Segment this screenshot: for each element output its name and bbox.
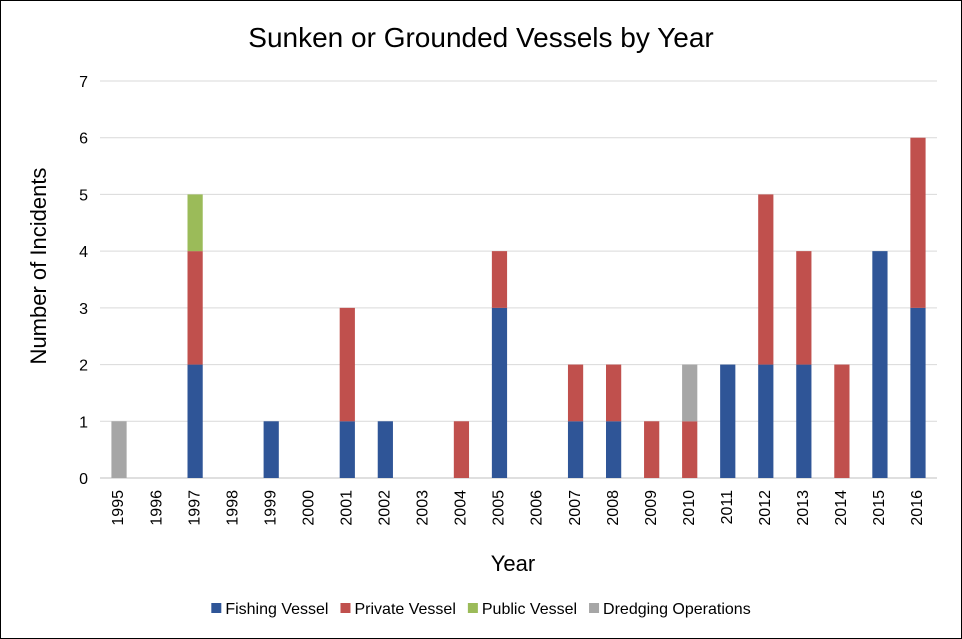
chart-title: Sunken or Grounded Vessels by Year xyxy=(248,22,713,53)
y-tick-label: 4 xyxy=(79,244,88,261)
legend-item: Fishing Vessel xyxy=(211,601,328,618)
bar-segment xyxy=(339,421,355,478)
bar-segment xyxy=(682,364,698,422)
bar-segment xyxy=(187,194,203,252)
bar-segment xyxy=(910,307,926,478)
legend-swatch xyxy=(589,603,600,613)
bar-segment xyxy=(263,421,279,478)
bar-segment xyxy=(834,364,850,478)
bar-segment xyxy=(606,421,622,478)
x-tick-label: 2000 xyxy=(300,490,317,526)
bar-segment xyxy=(453,421,470,478)
x-tick-label: 2011 xyxy=(719,490,736,525)
x-tick-label: 2012 xyxy=(757,490,774,526)
x-tick-label: 2002 xyxy=(377,490,394,526)
bar-segment xyxy=(644,421,660,478)
bar-segment xyxy=(567,364,584,422)
x-axis-title: Year xyxy=(491,551,535,576)
x-tick-labels: 1995 1996 1997 1998 1999 2000 2001 2002 2003 2004… xyxy=(110,490,926,526)
x-tick-label: 2007 xyxy=(567,490,584,526)
bar-segment xyxy=(377,421,393,478)
y-tick-label: 5 xyxy=(79,187,88,204)
x-tick-label: 2016 xyxy=(909,490,926,526)
bar-segment xyxy=(187,364,203,478)
legend-item: Public Vessel xyxy=(467,601,577,618)
x-tick-label: 2015 xyxy=(871,490,888,526)
x-tick-label: 1997 xyxy=(186,490,203,526)
bar-segment xyxy=(491,307,508,478)
bar-segment xyxy=(111,421,127,478)
legend-label: Private Vessel xyxy=(354,601,455,618)
legend-swatch xyxy=(340,603,351,613)
x-tick-label: 1999 xyxy=(262,490,279,526)
y-tick-labels: 0 1 2 3 4 5 6 7 xyxy=(79,74,88,488)
legend-label: Fishing Vessel xyxy=(225,601,328,618)
x-tick-label: 1995 xyxy=(110,490,127,526)
x-tick-label: 2008 xyxy=(605,490,622,526)
x-tick-label: 2010 xyxy=(681,490,698,526)
bar-segment xyxy=(796,251,812,365)
legend-item: Private Vessel xyxy=(340,601,456,618)
bar-segment xyxy=(872,251,888,478)
bar-segment xyxy=(339,307,355,422)
legend-label: Public Vessel xyxy=(482,601,577,618)
x-tick-label: 2005 xyxy=(491,490,508,526)
bar-segment xyxy=(187,251,203,365)
x-tick-label: 2004 xyxy=(453,490,470,526)
y-tick-label: 7 xyxy=(79,74,88,91)
x-tick-label: 2009 xyxy=(643,490,660,526)
bar-segment xyxy=(758,194,774,365)
bar-segment xyxy=(606,364,622,422)
bar-segment xyxy=(758,364,774,478)
x-tick-label: 1996 xyxy=(148,490,165,526)
x-tick-label: 2006 xyxy=(529,490,546,526)
x-tick-label: 1998 xyxy=(224,490,241,526)
bar-segment xyxy=(491,251,508,308)
y-tick-label: 2 xyxy=(79,358,88,375)
y-tick-label: 0 xyxy=(79,471,88,488)
legend-label: Dredging Operations xyxy=(603,601,751,618)
legend: Fishing Vessel Private Vessel Public Vesse… xyxy=(211,601,751,618)
bars xyxy=(111,137,926,478)
y-tick-label: 6 xyxy=(79,131,88,148)
x-tick-label: 2014 xyxy=(833,490,850,526)
legend-swatch xyxy=(467,603,478,613)
x-tick-label: 2013 xyxy=(795,490,812,526)
bar-segment xyxy=(682,421,698,478)
y-tick-label: 1 xyxy=(79,414,88,431)
bar-segment xyxy=(720,364,736,478)
y-tick-label: 3 xyxy=(79,301,88,318)
y-axis-title: Number of Incidents xyxy=(26,168,51,365)
x-tick-label: 2003 xyxy=(415,490,432,526)
legend-swatch xyxy=(211,603,222,613)
legend-item: Dredging Operations xyxy=(589,601,751,618)
bar-segment xyxy=(796,364,812,478)
x-tick-label: 2001 xyxy=(339,490,356,526)
bar-segment xyxy=(910,137,926,308)
bar-segment xyxy=(567,421,584,478)
